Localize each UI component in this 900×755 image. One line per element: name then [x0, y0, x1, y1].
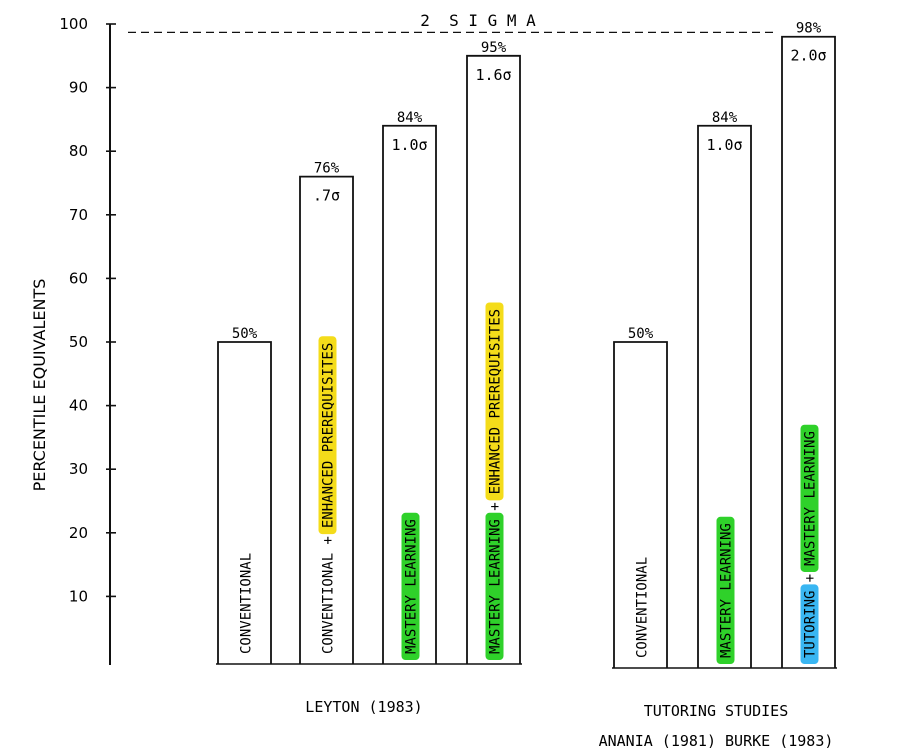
label-highlight [401, 512, 420, 660]
y-tick-label: 60 [69, 269, 88, 287]
y-tick-label: 50 [69, 333, 88, 351]
bar-value-label: 84% [712, 110, 738, 126]
label-highlight [318, 336, 337, 535]
bar-category-label: TUTORING [803, 591, 819, 658]
bar [613, 341, 668, 668]
bar-category-label: ENHANCED PREREQUISITES [321, 343, 337, 528]
bar-category-label: MASTERY LEARNING [488, 519, 504, 654]
bar-category-label: MASTERY LEARNING [803, 431, 819, 566]
two-sigma-label: 2 S I G M A [420, 11, 536, 30]
y-tick-label: 90 [69, 79, 88, 97]
label-highlight [800, 584, 819, 664]
group-label-leyton: LEYTON (1983) [305, 698, 422, 716]
bars-layer: 50% CONVENTIONAL 76% .7σ CONVENTIONAL + ENHANC… [216, 21, 837, 669]
bar-category-label: + [488, 502, 504, 510]
bar-sigma-label: .7σ [313, 187, 340, 205]
bar-sigma-label: 1.0σ [706, 136, 742, 154]
bar-category-label: + [321, 536, 337, 544]
bar-category-label: ENHANCED PREREQUISITES [488, 309, 504, 494]
bar-value-label: 84% [397, 110, 423, 126]
bar-sigma-label: 2.0σ [790, 47, 826, 65]
y-tick-label: 70 [69, 206, 88, 224]
bar-category-label: CONVENTIONAL [321, 553, 337, 654]
bar-value-label: 50% [628, 326, 654, 342]
bar-value-label: 76% [314, 161, 340, 177]
bar-value-label: 95% [481, 40, 507, 56]
y-axis-label: PERCENTILE EQUIVALENTS [30, 279, 49, 492]
y-tick-label: 80 [69, 142, 88, 160]
bar-category-label: MASTERY LEARNING [404, 519, 420, 654]
label-highlight [800, 424, 819, 572]
y-tick-label: 20 [69, 524, 88, 542]
bar [217, 341, 272, 664]
bar-category-label: MASTERY LEARNING [719, 523, 735, 658]
bar [382, 124, 437, 664]
bar-sigma-label: 1.6σ [475, 66, 511, 84]
group-sublabel-tutoring: ANANIA (1981) BURKE (1983) [599, 732, 834, 750]
y-tick-label: 40 [69, 397, 88, 415]
bar-category-label: CONVENTIONAL [239, 553, 255, 654]
bar-value-label: 50% [232, 326, 258, 342]
y-tick-label: 10 [69, 587, 88, 605]
bar-value-label: 98% [796, 21, 822, 37]
bar [466, 54, 521, 664]
group-label-tutoring: TUTORING STUDIES [644, 702, 789, 720]
bar [697, 124, 752, 668]
bar-category-label: CONVENTIONAL [635, 557, 651, 658]
y-axis-ticks: 10 20 30 40 50 60 70 80 90 100 [59, 15, 116, 605]
bar [781, 35, 836, 668]
bar-category-label: + [803, 574, 819, 582]
label-highlight [485, 512, 504, 660]
bar [299, 175, 354, 664]
label-highlight [485, 302, 504, 501]
y-tick-label: 100 [59, 15, 88, 33]
label-highlight [716, 516, 735, 664]
y-tick-label: 30 [69, 460, 88, 478]
bar-sigma-label: 1.0σ [391, 136, 427, 154]
